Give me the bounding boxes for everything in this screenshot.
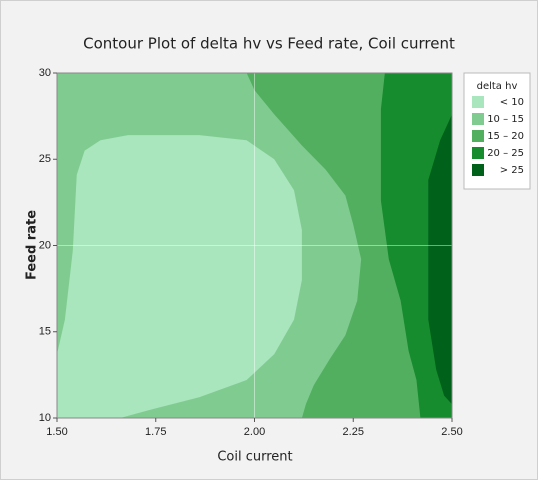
legend-label: < 10 (500, 97, 524, 108)
x-tick-label: 2.50 (441, 426, 462, 438)
legend-label: > 25 (500, 165, 524, 176)
legend-swatch (472, 147, 484, 159)
y-tick-label: 25 (39, 153, 51, 165)
legend-swatch (472, 113, 484, 125)
contour-region (57, 135, 302, 418)
x-tick-label: 2.00 (244, 426, 265, 438)
x-tick-label: 1.50 (46, 426, 67, 438)
y-tick-label: 10 (39, 412, 51, 424)
x-tick-label: 2.25 (343, 426, 364, 438)
legend-label: 20 – 25 (487, 148, 524, 159)
legend-label: 10 – 15 (487, 114, 524, 125)
legend-title: delta hv (477, 81, 518, 92)
legend-label: 15 – 20 (487, 131, 524, 142)
legend-swatch (472, 164, 484, 176)
y-tick-label: 20 (39, 239, 51, 251)
y-axis-label: Feed rate (25, 210, 40, 280)
legend-swatch (472, 96, 484, 108)
x-axis-label: Coil current (217, 450, 292, 465)
chart-title: Contour Plot of delta hv vs Feed rate, C… (83, 35, 455, 53)
y-tick-label: 15 (39, 326, 51, 338)
x-tick-label: 1.75 (145, 426, 166, 438)
y-tick-label: 30 (39, 67, 51, 79)
legend-swatch (472, 130, 484, 142)
